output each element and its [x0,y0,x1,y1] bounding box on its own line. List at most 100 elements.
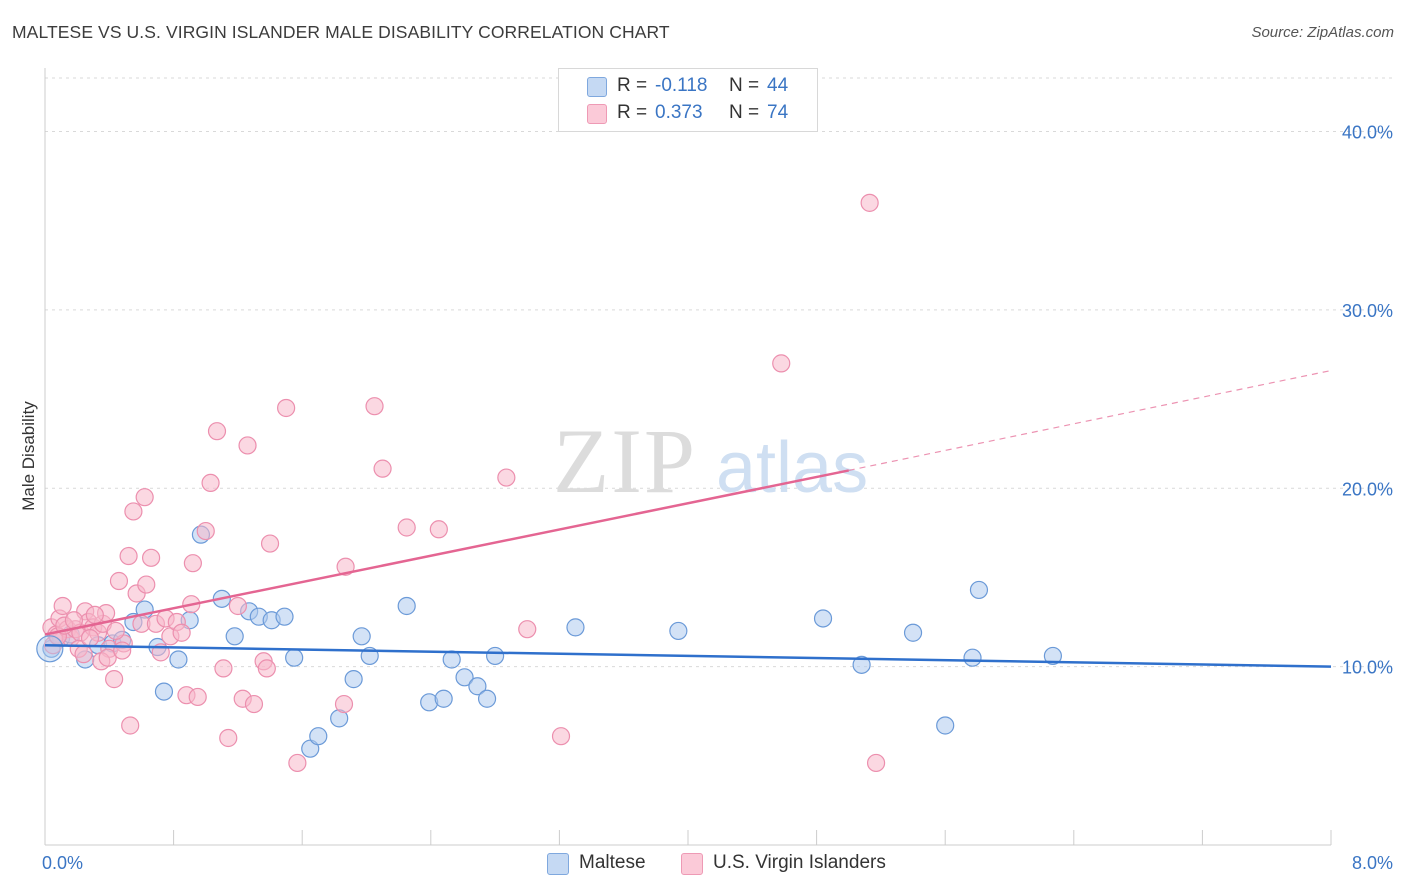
maltese-point [285,648,304,667]
maltese-point [434,689,453,708]
maltese-point [669,621,688,641]
watermark-atlas: atlas [716,428,868,508]
virgin-islander-point [80,628,100,648]
virgin-islander-point [105,670,124,689]
maltese-point [455,668,474,687]
bottom-legend-swatch-blue [547,853,569,875]
data-points [36,193,1063,773]
virgin-islander-point [334,694,354,714]
virgin-islander-point [172,623,191,642]
bottom-legend-label: U.S. Virgin Islanders [713,852,886,873]
virgin-islander-point [397,518,416,537]
maltese-point [486,646,505,666]
virgin-islander-point [365,397,384,416]
maltese-point [963,648,982,667]
correlation-legend: R = -0.118 N = 44 R = 0.373 N = 74 [558,68,818,132]
y-tick-label: 40.0% [1342,123,1393,143]
y-axis-label: Male Disability [19,401,38,511]
maltese-point [169,650,188,669]
watermark: ZIP atlas [553,410,868,512]
maltese-point [477,689,497,708]
maltese-point [468,677,487,696]
virgin-islander-point [119,546,138,566]
virgin-islander-point [201,473,220,493]
trend-lines [44,369,1332,668]
virgin-islander-point [85,605,104,625]
maltese-point [813,609,833,628]
maltese-point [936,716,955,735]
chart-title: MALTESE VS U.S. VIRGIN ISLANDER MALE DIS… [12,22,670,42]
source-label: Source: ZipAtlas.com [1251,24,1394,41]
virgin-islander-point [551,727,571,746]
legend-n-label: N = [729,75,760,96]
virgin-islander-point [214,659,233,678]
virgin-islander-point [113,641,132,660]
x-tick-label: 8.0% [1352,853,1393,873]
virgin-islander-trend-line [44,469,850,636]
maltese-point [442,650,461,669]
virgin-islander-point [141,548,161,567]
grid [45,77,1395,668]
virgin-islander-point [98,648,117,667]
maltese-trend-line [44,643,1332,668]
virgin-islander-point [497,468,516,487]
virgin-islander-point [772,354,791,373]
maltese-point [852,655,871,674]
maltese-point [344,670,363,689]
maltese-point [903,623,923,642]
virgin-islander-point [207,422,227,441]
virgin-islander-point [288,753,307,773]
maltese-point [969,580,989,600]
tick-labels: 10.0% 20.0% 30.0% 40.0% 0.0% 8.0% [42,123,1393,873]
virgin-islander-point [866,753,886,773]
virgin-islander-point [219,728,238,748]
maltese-point [36,635,64,663]
virgin-islander-point [188,687,207,707]
virgin-islander-point [860,193,879,212]
virgin-islander-point [244,694,264,714]
virgin-islander-point [137,575,156,594]
y-tick-label: 30.0% [1342,301,1393,321]
legend-n-value: 44 [767,75,789,96]
bottom-legend-swatch-pink [681,853,703,875]
legend-r-value: -0.118 [655,75,708,96]
virgin-islander-point [277,398,296,418]
watermark-zip: ZIP [553,410,697,512]
virgin-islander-point [228,596,247,616]
maltese-point [275,607,294,626]
virgin-islander-point [124,502,143,521]
maltese-point [352,627,371,646]
legend-swatch-blue [587,77,607,97]
maltese-point [225,627,244,646]
virgin-islander-point [238,436,257,455]
virgin-islander-point [74,645,93,664]
virgin-islander-point [53,596,72,616]
virgin-islander-point [183,554,202,573]
virgin-islander-point [135,488,154,507]
bottom-legend-label: Maltese [579,852,646,873]
maltese-point [397,596,416,616]
virgin-islander-point [257,659,276,678]
virgin-islander-point [109,571,129,591]
virgin-islander-point [518,620,537,639]
maltese-point [154,682,174,701]
legend-swatch-pink [587,104,607,124]
virgin-islander-point [260,534,280,553]
maltese-point [566,618,585,637]
virgin-islander-trend-extension [848,369,1332,472]
legend-r-label: R = [617,75,648,96]
maltese-point [1043,646,1063,666]
legend-r-label: R = [617,102,648,123]
y-tick-label: 20.0% [1342,479,1393,499]
legend-n-value: 74 [767,102,789,123]
legend-r-value: 0.373 [655,102,703,123]
x-tick-label: 0.0% [42,853,83,873]
virgin-islander-point [336,557,355,576]
axes [44,68,1332,846]
virgin-islander-point [196,521,215,541]
legend-n-label: N = [729,102,760,123]
virgin-islander-point [373,459,392,478]
virgin-islander-point [121,716,140,735]
virgin-islander-point [429,520,448,539]
